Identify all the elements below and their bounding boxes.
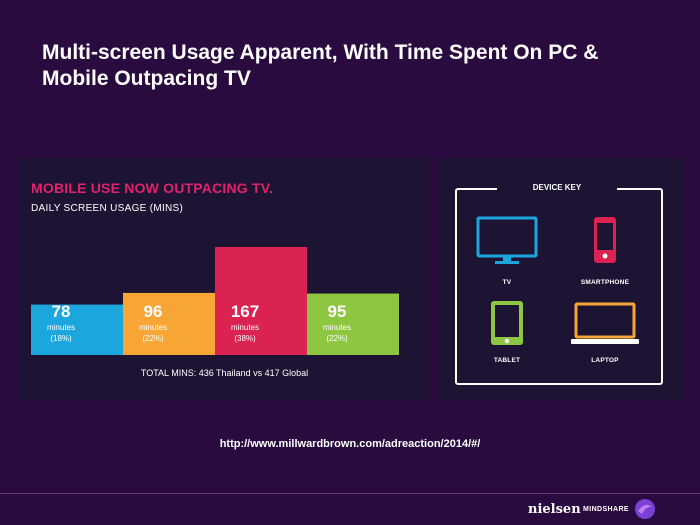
bar-unit: minutes	[230, 323, 259, 332]
device-key-panel: DEVICE KEY TV SMARTPHONE TABLET LAPTOP	[437, 158, 683, 400]
bar-tablet	[215, 247, 307, 355]
chart-panel: MOBILE USE NOW OUTPACING TV. DAILY SCREE…	[19, 158, 430, 400]
device-label-smartphone: SMARTPHONE	[580, 279, 630, 286]
tablet-screen	[495, 305, 519, 337]
mindshare-mark-icon	[635, 499, 655, 519]
smartphone-screen	[597, 223, 613, 250]
footer-divider	[0, 493, 700, 494]
nielsen-logo: nielsen	[528, 502, 581, 517]
bar-percent: (22%)	[142, 334, 164, 343]
tv-stand	[503, 256, 511, 261]
tv-base	[495, 261, 519, 264]
bar-unit: minutes	[46, 323, 75, 332]
bar-laptop	[307, 293, 399, 355]
total-minutes-text: TOTAL MINS: 436 Thailand vs 417 Global	[140, 368, 309, 378]
bar-percent: (22%)	[326, 334, 348, 343]
slide-title: Multi-screen Usage Apparent, With Time S…	[42, 41, 599, 90]
tv-icon	[476, 216, 538, 264]
mindshare-logo: MINDSHARE	[583, 506, 629, 513]
laptop-base	[571, 339, 639, 344]
device-label-laptop: LAPTOP	[591, 357, 619, 364]
bar-smartphone	[123, 292, 215, 355]
bar-label-smartphone: 96 minutes (22%)	[123, 302, 183, 344]
laptop-icon	[571, 302, 639, 344]
bar-labels: 78 minutes (18%) 96 minutes (22%) 167 minutes (3…	[19, 158, 430, 400]
bar-unit: minutes	[322, 323, 351, 332]
bar-value: 96	[143, 302, 163, 321]
device-label-tablet: TABLET	[493, 357, 521, 364]
device-label-tv: TV	[502, 279, 512, 286]
bar-value: 95	[327, 302, 347, 321]
device-key-title: DEVICE KEY	[497, 180, 617, 196]
bar-value: 167	[230, 302, 260, 321]
bar-percent: (38%)	[234, 334, 256, 343]
bar-unit: minutes	[138, 323, 167, 332]
tv-screen	[476, 216, 538, 258]
bar-chart	[31, 247, 399, 355]
bar-label-tv: 78 minutes (18%)	[31, 302, 91, 344]
bar-percent: (18%)	[50, 334, 72, 343]
smartphone-icon	[594, 217, 616, 263]
bar-label-laptop: 95 minutes (22%)	[307, 302, 367, 344]
smartphone-home-button	[602, 253, 608, 259]
bar-value: 78	[51, 302, 71, 321]
chart-title: MOBILE USE NOW OUTPACING TV.	[31, 180, 274, 196]
source-url: http://www.millwardbrown.com/adreaction/…	[219, 438, 481, 450]
bar-tv	[31, 304, 123, 355]
bar-label-tablet: 167 minutes (38%)	[215, 302, 275, 344]
laptop-screen	[574, 302, 636, 339]
chart-subtitle: DAILY SCREEN USAGE (MINS)	[31, 203, 184, 214]
tablet-icon	[491, 301, 523, 345]
tablet-home-button	[504, 338, 510, 344]
